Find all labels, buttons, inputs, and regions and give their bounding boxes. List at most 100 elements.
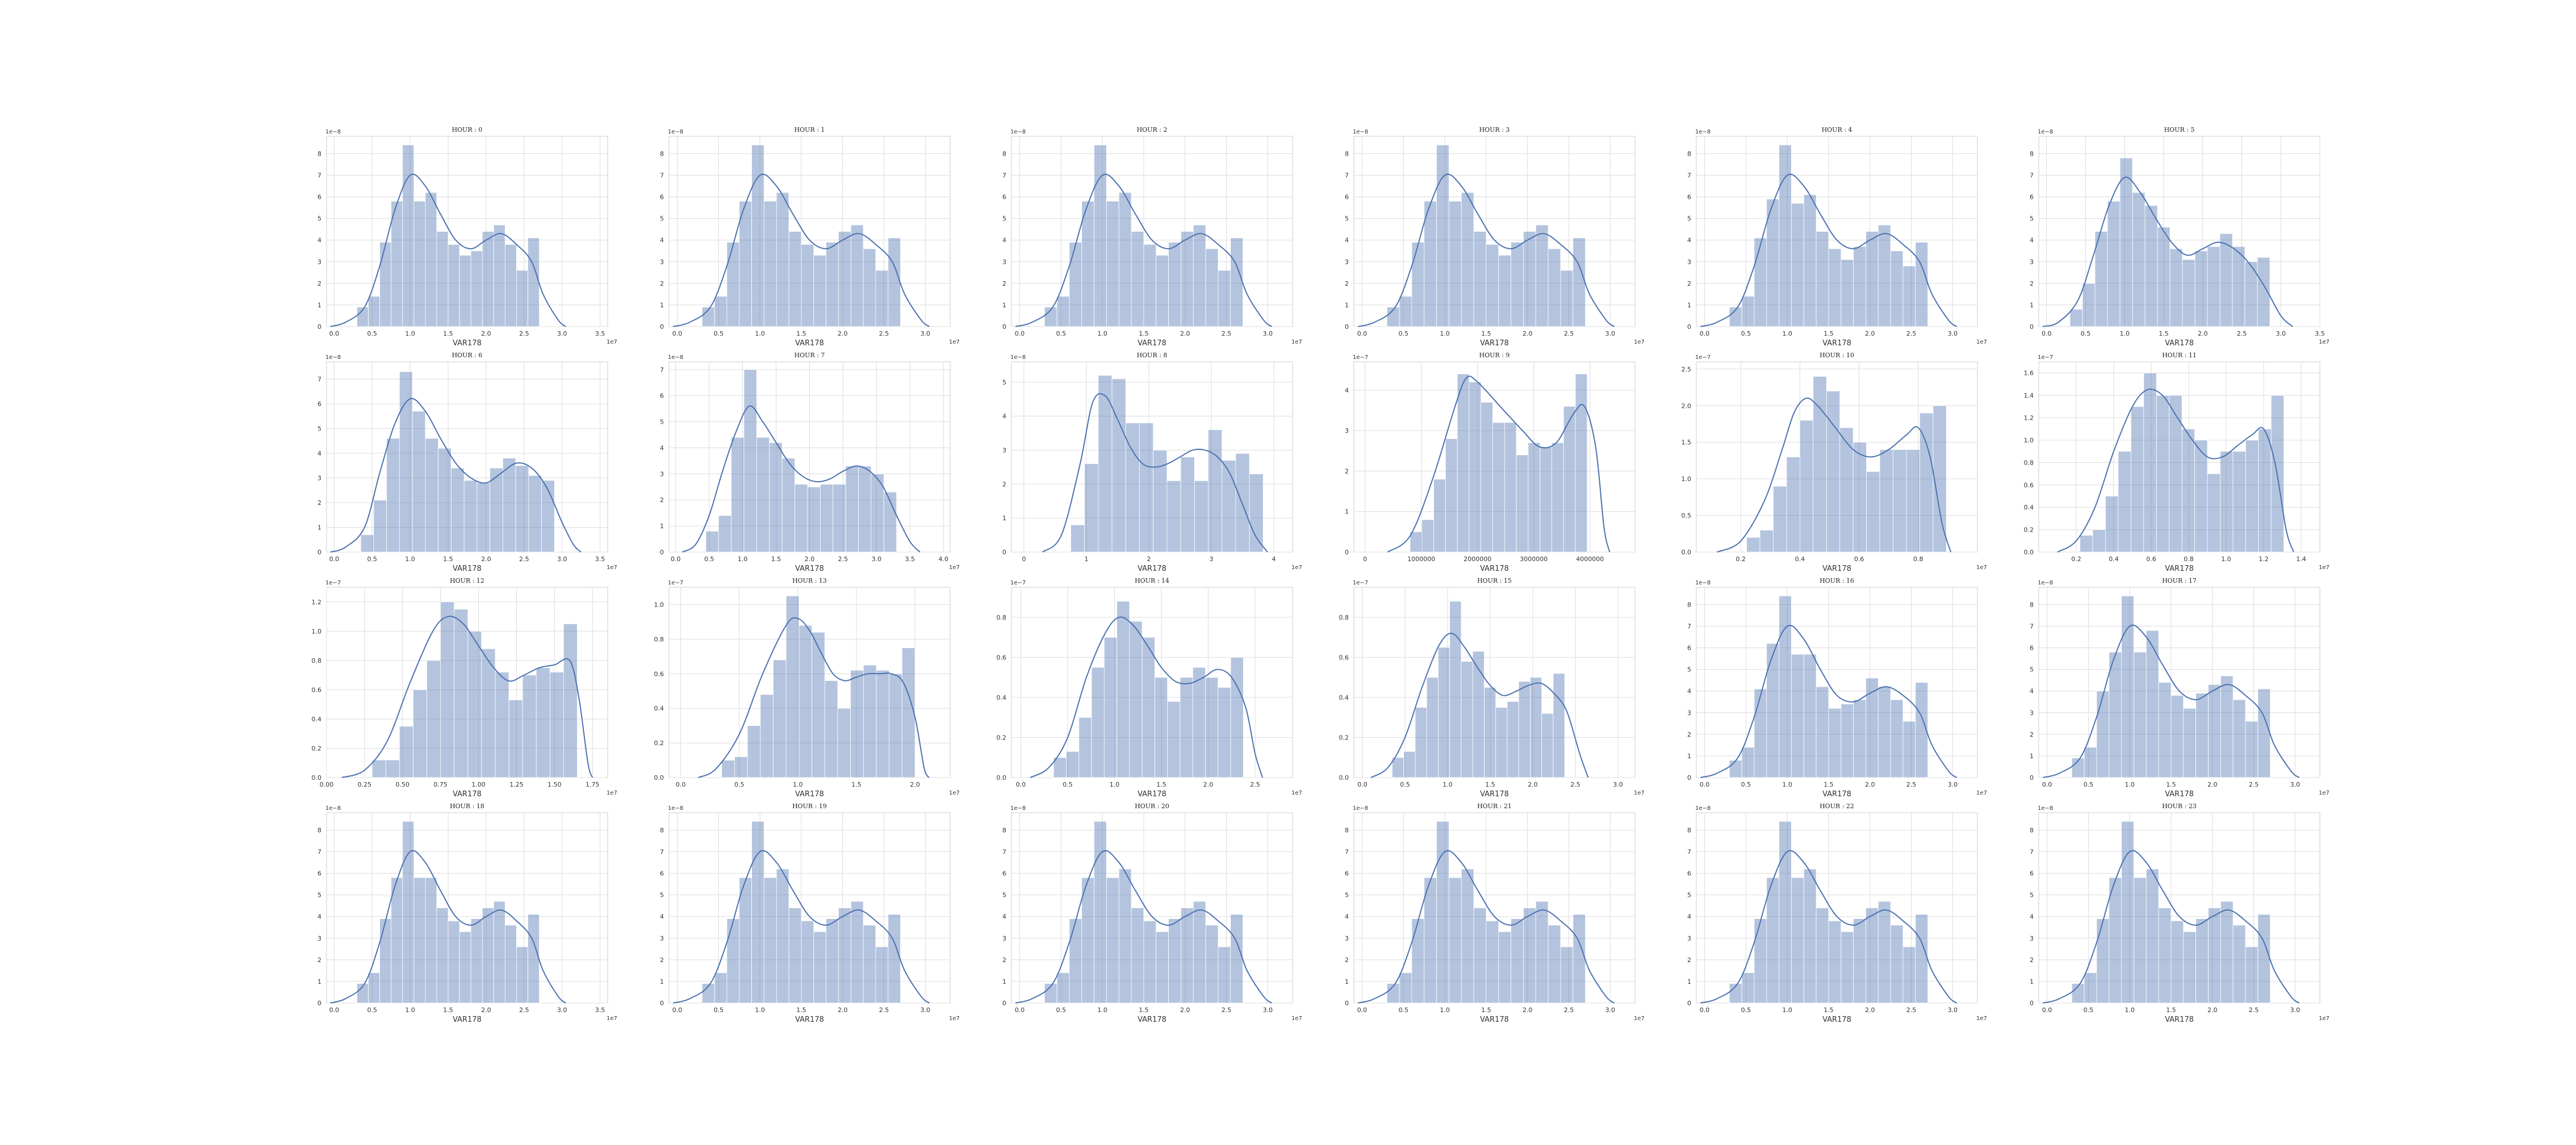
histogram-bar (2196, 918, 2209, 1004)
histogram-bar (1481, 402, 1493, 553)
x-tick-label: 2.0 (805, 555, 815, 563)
y-tick-label: 1.0 (312, 628, 322, 635)
histogram-bar (1759, 529, 1774, 553)
histogram-bar (1069, 242, 1082, 327)
x-tick-label: 1.0 (793, 781, 803, 788)
x-offset-label: 1e7 (949, 339, 960, 345)
y-tick-label: 3 (660, 470, 664, 478)
y-tick-label: 0.2 (997, 734, 1007, 741)
x-tick-label: 2.0 (1180, 1006, 1190, 1014)
y-tick-label: 1 (1687, 978, 1691, 985)
x-tick-label: 0.0 (1357, 1006, 1368, 1014)
y-tick-label: 1 (2030, 302, 2034, 309)
histogram-bar (1091, 667, 1105, 778)
x-offset-label: 1e7 (607, 1016, 617, 1022)
y-tick-label: 6 (1687, 870, 1691, 877)
x-tick-label: 0.0 (671, 555, 681, 563)
x-axis-label: VAR178 (1138, 790, 1166, 799)
y-tick-label: 1.6 (2024, 370, 2034, 377)
histogram-bar (1194, 480, 1208, 553)
y-offset-label: 1e−8 (1695, 805, 1711, 812)
histogram-bar (850, 224, 864, 327)
histogram-bar (1081, 200, 1094, 327)
y-tick-label: 2 (660, 956, 664, 964)
x-tick-label: 1 (1085, 555, 1089, 563)
y-tick-label: 5 (660, 419, 664, 426)
histogram-panel: 0.0 0.5 1.0 1.5 2.0 2.5 3.0 0 1 2 3 4 5 6 7 8 HOUR : 19 V… (660, 803, 960, 1024)
x-tick-label: 2.5 (1564, 330, 1574, 337)
histogram-bar (2219, 233, 2233, 327)
y-tick-label: 4 (660, 444, 664, 452)
histogram-bar (413, 689, 427, 778)
histogram-bar (2257, 914, 2271, 1004)
x-offset-label: 1e7 (2319, 339, 2330, 345)
x-offset-label: 1e7 (2319, 790, 2330, 796)
y-offset-label: 1e−8 (668, 354, 683, 361)
x-tick-label: 1.5 (2166, 1006, 2176, 1014)
histogram-bar (2096, 918, 2110, 1004)
histogram-bar (1877, 901, 1891, 1004)
x-tick-label: 0.0 (329, 330, 340, 337)
y-tick-label: 1 (1687, 302, 1691, 309)
y-tick-label: 5 (1345, 892, 1349, 899)
histogram-bar (1156, 254, 1169, 327)
panel-title: HOUR : 18 (450, 803, 484, 810)
y-tick-label: 0.4 (997, 694, 1007, 701)
y-tick-label: 6 (2030, 645, 2034, 652)
x-tick-label: 2.0 (2207, 781, 2218, 788)
x-tick-label: 3.5 (905, 555, 915, 563)
histogram-bar (889, 673, 902, 778)
x-tick-label: 2.0 (481, 1006, 491, 1014)
histogram-bar (1486, 244, 1499, 327)
y-tick-label: 0 (660, 323, 664, 331)
panel-title: HOUR : 16 (1820, 577, 1854, 584)
x-tick-label: 2.5 (1906, 1006, 1917, 1014)
histogram-bar (1852, 442, 1867, 553)
y-tick-label: 2 (1687, 731, 1691, 738)
histogram-bar (1816, 231, 1829, 327)
y-tick-label: 3 (317, 258, 321, 266)
histogram-bar (1070, 524, 1085, 553)
y-tick-label: 5 (1687, 892, 1691, 899)
x-tick-label: 1.0 (2221, 555, 2231, 563)
y-tick-label: 0.4 (654, 705, 664, 712)
histogram-bar (1421, 519, 1434, 553)
x-tick-label: 3.0 (557, 330, 567, 337)
histogram-bar (1933, 405, 1947, 553)
x-tick-label: 0.5 (1741, 330, 1751, 337)
x-offset-label: 1e7 (1291, 339, 1302, 345)
y-tick-label: 0.2 (2024, 526, 2034, 534)
y-tick-label: 2 (1345, 467, 1349, 475)
histogram-bar (516, 270, 528, 327)
x-offset-label: 1e7 (949, 790, 960, 796)
x-tick-label: 0.0 (1015, 330, 1025, 337)
x-tick-label: 1.0 (2120, 330, 2130, 337)
histogram-bar (794, 484, 808, 553)
x-tick-label: 0.0 (1357, 781, 1368, 788)
y-tick-label: 0.5 (1682, 512, 1692, 520)
panel-title: HOUR : 8 (1137, 352, 1168, 359)
histogram-bar (1890, 699, 1904, 778)
x-axis-label: VAR178 (2165, 1016, 2194, 1024)
y-tick-label: 8 (2030, 826, 2034, 834)
x-tick-label: 2.0 (1865, 1006, 1875, 1014)
x-tick-label: 0.5 (734, 781, 745, 788)
histogram-bar (875, 270, 889, 327)
histogram-bar (1495, 707, 1508, 778)
histogram-bar (413, 877, 426, 1004)
histogram-bar (1249, 474, 1264, 553)
histogram-bar (1548, 925, 1561, 1004)
histogram-bar (1094, 821, 1107, 1004)
y-tick-label: 3 (660, 935, 664, 942)
histogram-bar (1436, 821, 1449, 1004)
plot-area (2038, 812, 2320, 1004)
histogram-bar (1094, 144, 1107, 327)
y-offset-label: 1e−7 (668, 580, 683, 586)
histogram-bar (1799, 420, 1814, 553)
histogram-bar (1866, 231, 1879, 327)
x-tick-label: 4.0 (938, 555, 948, 563)
x-tick-label: 2.5 (1906, 330, 1917, 337)
y-tick-label: 2 (317, 280, 321, 287)
histogram-panel: 0 1000000 2000000 3000000 4000000 0 1 2 3 4 HOUR :… (1345, 352, 1636, 573)
